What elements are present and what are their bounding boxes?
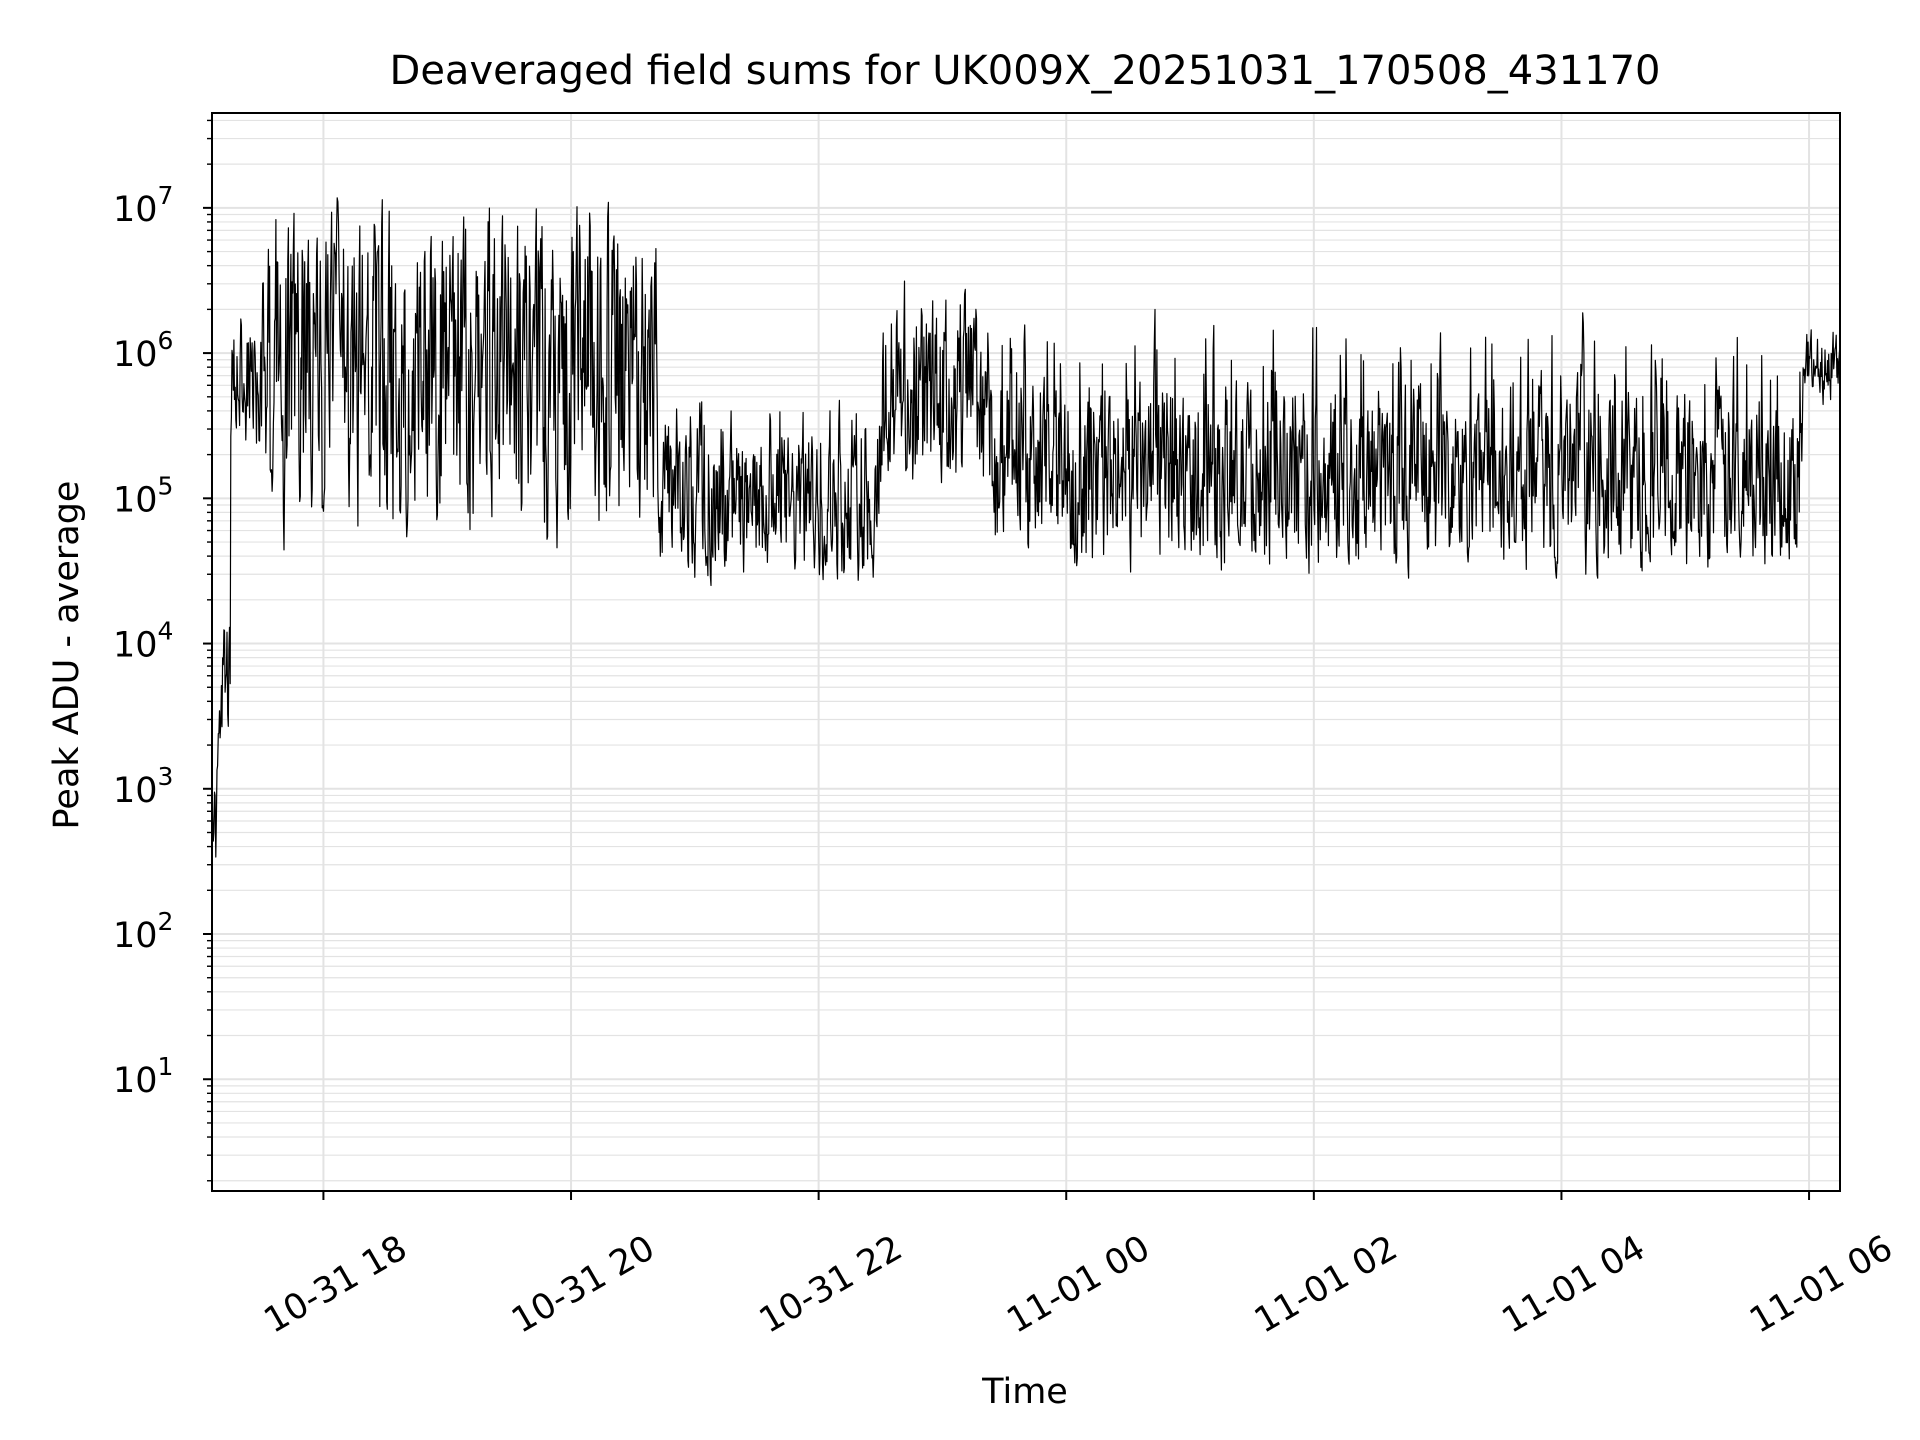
- y-tick-label: 102: [113, 907, 173, 956]
- chart-title: Deaveraged field sums for UK009X_2025103…: [390, 48, 1661, 94]
- plot-frame: [211, 112, 1841, 1192]
- y-axis: 101 102 103 104 105 106 107: [113, 119, 212, 1182]
- y-tick-label: 105: [113, 471, 173, 520]
- y-tick-label: 103: [113, 762, 173, 811]
- grid: [212, 113, 1840, 1191]
- x-axis-label: Time: [981, 1372, 1068, 1412]
- y-tick-label: 104: [113, 617, 173, 666]
- y-tick-label: 106: [113, 326, 173, 375]
- y-tick-label: 107: [113, 181, 173, 230]
- series-line: [211, 197, 1841, 858]
- series-layer: [211, 197, 1841, 858]
- y-axis-label: Peak ADU - average: [47, 481, 87, 830]
- y-tick-label: 101: [113, 1052, 173, 1101]
